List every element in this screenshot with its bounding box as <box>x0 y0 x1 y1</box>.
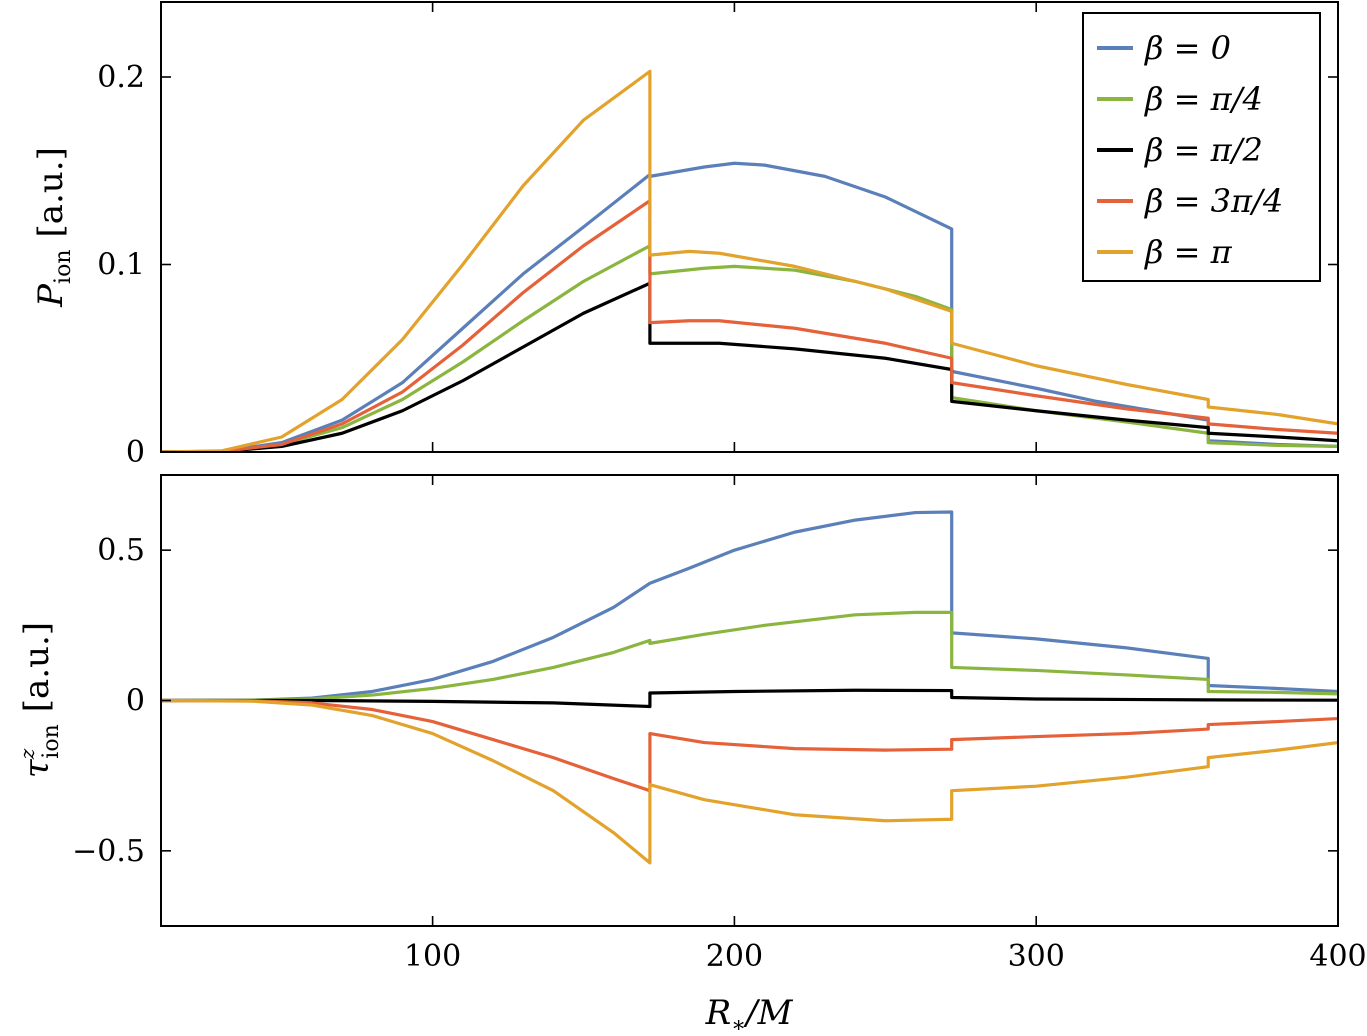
x-axis-label-main: R <box>705 993 732 1033</box>
top-series-line-0 <box>161 161 1338 452</box>
bottom-series-line-3 <box>161 698 1338 793</box>
legend: β = 0 β = π/4 β = π/2 β = 3π/4 β = π <box>1082 12 1321 282</box>
legend-label-2: β = π/2 <box>1144 131 1263 169</box>
bottom-y-tick-label: 0.5 <box>97 533 145 568</box>
bottom-axis-ticks: 100 200 300 400 −0.5 0 0.5 <box>72 475 1367 974</box>
legend-label-4: β = π <box>1144 233 1233 271</box>
bottom-series-line-4 <box>161 698 1338 865</box>
bottom-series-lines <box>161 510 1338 865</box>
bottom-series-line-0 <box>161 510 1338 703</box>
top-y-tick-label: 0.1 <box>97 248 145 283</box>
bottom-x-tick-label: 300 <box>1008 939 1065 974</box>
top-y-axis-label-sub: ion <box>51 249 76 283</box>
bottom-plot-frame <box>160 474 1339 927</box>
bottom-y-tick-label: −0.5 <box>72 834 145 869</box>
top-series-line-1 <box>161 244 1338 452</box>
bottom-y-axis-label-sup: z <box>15 748 39 760</box>
top-panel: 0 0.1 0.2 Pion [a.u.] <box>31 1 1339 470</box>
top-y-axis-label-main: P <box>31 283 71 308</box>
top-y-tick-label: 0.2 <box>97 60 145 95</box>
bottom-x-tick-label: 100 <box>404 939 461 974</box>
bottom-panel: 100 200 300 400 −0.5 0 0.5 τzion [a.u.] R∗/M <box>15 474 1367 1036</box>
legend-box <box>1082 12 1321 282</box>
top-y-axis-label-unit: [a.u.] <box>31 147 71 237</box>
bottom-series-line-2 <box>161 688 1338 709</box>
top-y-tick-label: 0 <box>126 435 145 470</box>
top-plot-frame <box>160 1 1339 453</box>
bottom-series-line-1 <box>161 610 1338 703</box>
bottom-y-axis-label-unit: [a.u.] <box>17 622 57 712</box>
bottom-y-axis-label: τzion [a.u.] <box>15 622 64 778</box>
x-axis-label-tail: /M <box>743 993 793 1033</box>
bottom-y-tick-label: 0 <box>126 684 145 719</box>
top-series-line-3 <box>161 199 1338 452</box>
bottom-x-tick-label: 400 <box>1309 939 1366 974</box>
top-series-line-2 <box>161 281 1338 452</box>
top-series-line-4 <box>161 69 1338 452</box>
bottom-y-axis-label-main: τ <box>17 758 57 778</box>
top-y-axis-label: Pion [a.u.] <box>31 147 76 308</box>
legend-label-3: β = 3π/4 <box>1144 182 1283 220</box>
x-axis-label: R∗/M <box>705 993 794 1036</box>
legend-label-1: β = π/4 <box>1144 80 1263 118</box>
legend-label-0: β = 0 <box>1144 29 1231 67</box>
bottom-x-tick-label: 200 <box>706 939 763 974</box>
x-axis-label-sub: ∗ <box>731 1013 746 1036</box>
top-series-lines <box>161 69 1338 452</box>
bottom-y-axis-label-sub: ion <box>39 724 64 758</box>
